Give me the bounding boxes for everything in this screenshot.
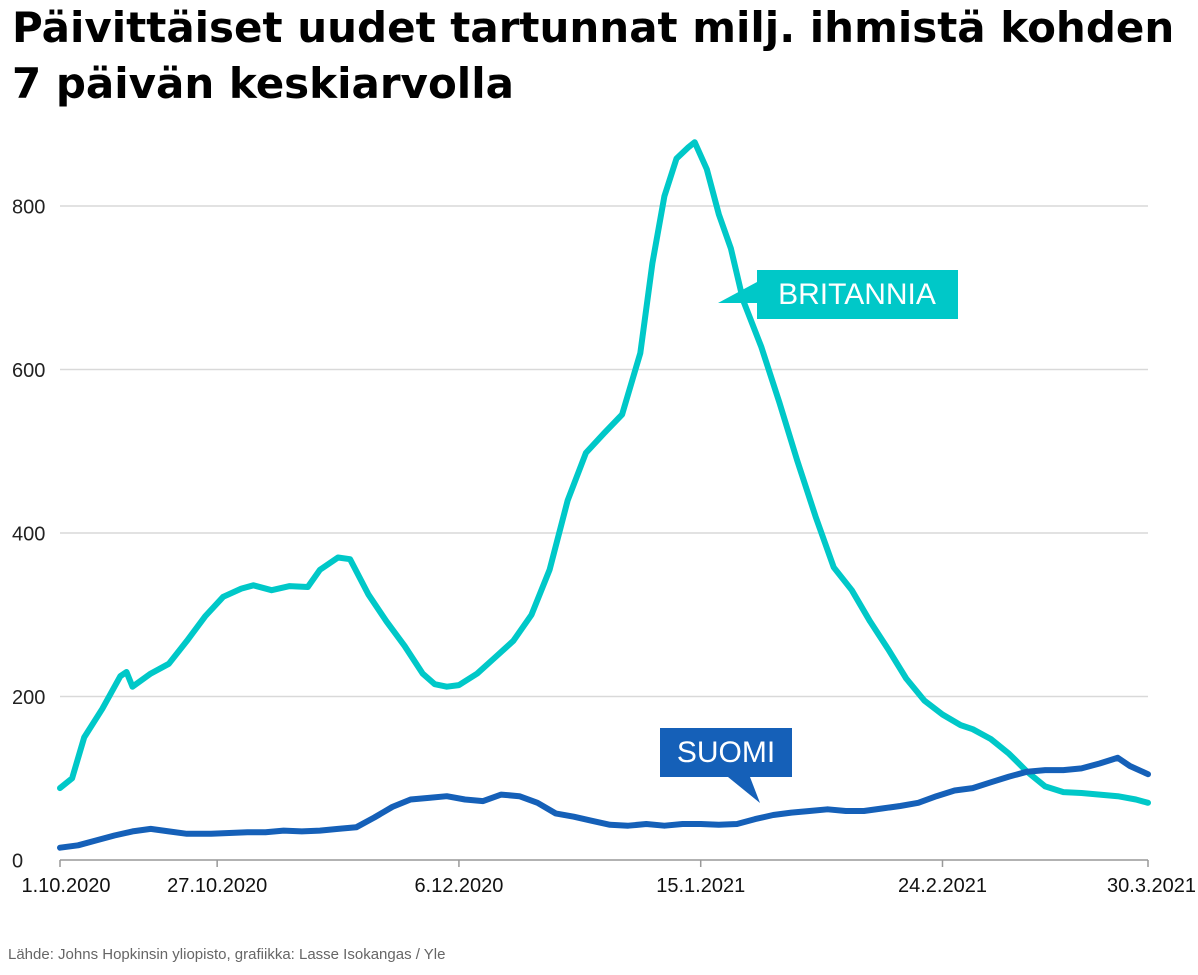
series-line-suomi (57, 754, 1151, 851)
source-note: Lähde: Johns Hopkinsin yliopisto, grafii… (8, 946, 446, 963)
x-tick-label: 6.12.2020 (414, 875, 503, 897)
label-britannia-box (757, 270, 958, 319)
x-axis: 1.10.2020 27.10.2020 6.12.2020 15.1.2021 24.… (22, 859, 1196, 897)
series-line-britannia (57, 139, 1151, 806)
label-suomi: SUOMI (660, 728, 792, 803)
line-chart: 0 200 400 600 800 1.10.2020 27.10.2020 6.12.20… (12, 139, 1196, 897)
x-tick-label: 15.1.2021 (656, 875, 745, 897)
y-tick-label: 200 (12, 687, 45, 709)
y-tick-label: 0 (12, 850, 23, 872)
title-line-1: Päivittäiset uudet tartunnat milj. ihmis… (12, 3, 1175, 52)
y-axis: 0 200 400 600 800 (12, 196, 45, 872)
label-suomi-box (660, 728, 792, 777)
y-tick-label: 800 (12, 196, 45, 218)
label-suomi-text: SUOMI (677, 736, 775, 769)
series-lines (57, 139, 1151, 851)
x-tick-label: 27.10.2020 (167, 875, 267, 897)
chart-title: Päivittäiset uudet tartunnat milj. ihmis… (12, 0, 1192, 112)
gridlines (60, 205, 1148, 698)
label-britannia-text: BRITANNIA (778, 278, 936, 311)
label-britannia: BRITANNIA (718, 270, 958, 319)
y-tick-label: 400 (12, 523, 45, 545)
y-tick-label: 600 (12, 360, 45, 382)
x-tick-label: 24.2.2021 (898, 875, 987, 897)
x-tick-label: 30.3.2021 (1107, 875, 1196, 897)
label-britannia-pointer (718, 282, 757, 303)
title-line-2: 7 päivän keskiarvolla (12, 59, 514, 108)
series-labels: BRITANNIA SUOMI (660, 270, 958, 803)
x-tick-label: 1.10.2020 (22, 875, 111, 897)
label-suomi-pointer (728, 777, 760, 803)
